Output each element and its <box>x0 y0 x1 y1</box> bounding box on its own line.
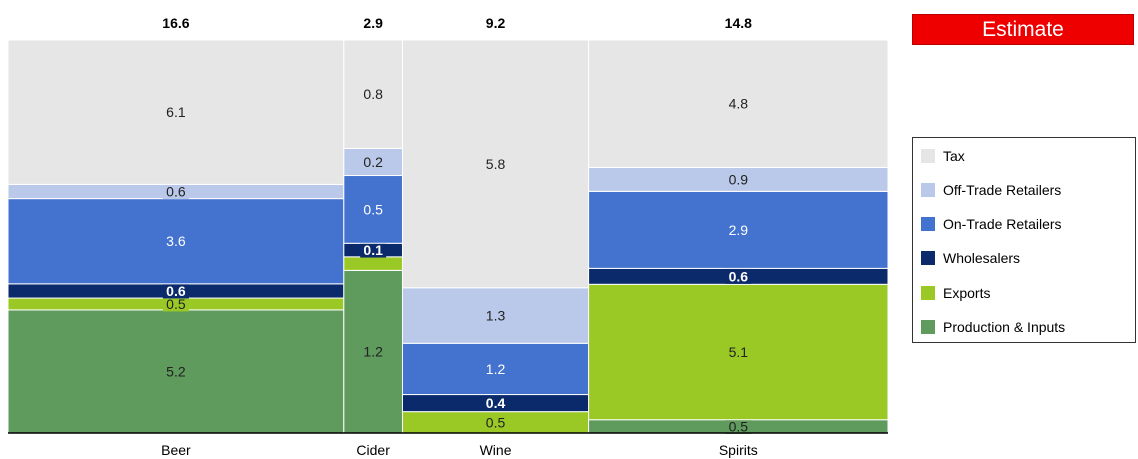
marimekko-chart: 5.20.50.63.60.66.116.6Beer1.20.10.50.20.… <box>7 15 889 458</box>
legend-label-production: Production & Inputs <box>943 319 1066 335</box>
legend-label-on-trade: On-Trade Retailers <box>943 216 1062 232</box>
estimate-badge: Estimate <box>912 14 1134 45</box>
category-label-cider: Cider <box>356 442 390 458</box>
legend-label-off-trade: Off-Trade Retailers <box>943 182 1062 198</box>
segment-cider-tax <box>343 39 403 149</box>
column-total-beer: 16.6 <box>162 15 189 31</box>
segment-beer-production-inputs <box>7 309 345 434</box>
legend-swatch-exports <box>921 286 935 300</box>
data-label-beer-tax: 6.1 <box>166 104 186 120</box>
data-label-box-spirits-production-inputs <box>725 418 752 434</box>
data-label-cider-on-trade-retailers: 0.5 <box>363 201 383 217</box>
category-label-beer: Beer <box>161 442 191 458</box>
legend-swatch-tax <box>921 149 935 163</box>
data-label-spirits-production-inputs: 0.5 <box>729 418 749 434</box>
category-label-spirits: Spirits <box>719 442 758 458</box>
data-label-wine-on-trade-retailers: 1.2 <box>486 361 506 377</box>
legend: Tax Off-Trade Retailers On-Trade Retaile… <box>912 137 1136 343</box>
data-label-spirits-tax: 4.8 <box>729 96 749 112</box>
legend-item-on-trade: On-Trade Retailers <box>921 214 1062 234</box>
data-label-spirits-off-trade-retailers: 0.9 <box>729 171 749 187</box>
segment-spirits-tax <box>588 39 889 168</box>
data-label-box-beer-wholesalers <box>162 283 189 299</box>
segment-cider-on-trade-retailers <box>343 175 403 244</box>
legend-swatch-wholesalers <box>921 251 935 265</box>
legend-label-tax: Tax <box>943 148 965 164</box>
data-label-beer-on-trade-retailers: 3.6 <box>166 233 186 249</box>
data-label-box-cider-wholesalers <box>360 242 387 258</box>
data-label-beer-wholesalers: 0.6 <box>166 283 186 299</box>
data-label-spirits-on-trade-retailers: 2.9 <box>729 222 749 238</box>
data-label-wine-wholesalers: 0.4 <box>486 395 506 411</box>
segment-cider-production-inputs <box>343 269 403 434</box>
legend-item-production: Production & Inputs <box>921 317 1065 337</box>
segment-wine-tax <box>401 39 590 289</box>
data-label-spirits-exports: 5.1 <box>729 344 749 360</box>
column-total-wine: 9.2 <box>486 15 506 31</box>
legend-item-exports: Exports <box>921 283 990 303</box>
legend-item-wholesalers: Wholesalers <box>921 248 1020 268</box>
data-label-wine-exports: 0.5 <box>486 414 506 430</box>
data-label-beer-production-inputs: 5.2 <box>166 363 186 379</box>
segment-wine-on-trade-retailers <box>401 342 590 396</box>
legend-item-tax: Tax <box>921 146 965 166</box>
legend-label-exports: Exports <box>943 285 991 301</box>
column-total-cider: 2.9 <box>363 15 383 31</box>
category-label-wine: Wine <box>480 442 512 458</box>
segment-wine-off-trade-retailers <box>401 287 590 344</box>
data-label-box-beer-exports <box>162 296 189 312</box>
data-label-wine-off-trade-retailers: 1.3 <box>486 308 506 324</box>
legend-item-off-trade: Off-Trade Retailers <box>921 180 1061 200</box>
segment-cider-exports <box>343 256 403 271</box>
data-label-box-beer-off-trade-retailers <box>162 184 189 200</box>
data-label-cider-wholesalers: 0.1 <box>363 242 383 258</box>
data-label-box-wine-wholesalers <box>482 395 509 411</box>
legend-swatch-production <box>921 320 935 334</box>
data-label-cider-off-trade-retailers: 0.2 <box>363 154 383 170</box>
legend-swatch-off-trade <box>921 183 935 197</box>
legend-swatch-on-trade <box>921 217 935 231</box>
data-label-beer-exports: 0.5 <box>166 296 186 312</box>
data-label-cider-tax: 0.8 <box>363 86 383 102</box>
data-label-wine-tax: 5.8 <box>486 156 506 172</box>
segment-beer-tax <box>7 39 345 185</box>
segment-spirits-exports <box>588 283 889 421</box>
column-total-spirits: 14.8 <box>725 15 752 31</box>
data-label-beer-off-trade-retailers: 0.6 <box>166 184 186 200</box>
data-label-cider-production-inputs: 1.2 <box>363 344 383 360</box>
legend-label-wholesalers: Wholesalers <box>943 250 1021 266</box>
data-label-box-spirits-wholesalers <box>725 268 752 284</box>
data-label-spirits-wholesalers: 0.6 <box>729 268 749 284</box>
